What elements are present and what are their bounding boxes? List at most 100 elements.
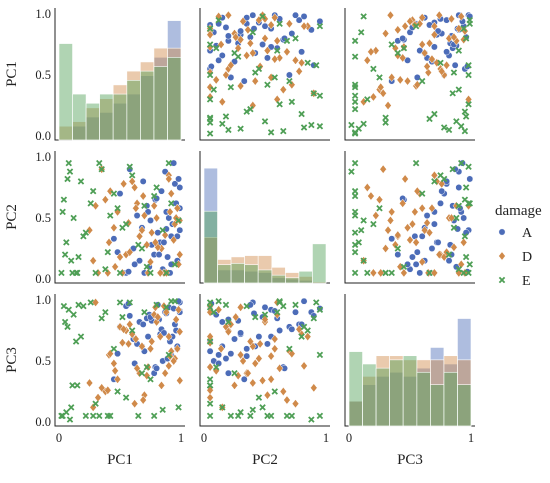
point-E bbox=[440, 175, 448, 183]
y-tick-label: 0.5 bbox=[35, 354, 51, 368]
legend-item-E: E bbox=[498, 274, 531, 289]
panels-group: 0.0 0.5 1.0 PC1 0.0 0.5 1.0 PC2 0.0 0.5 1.0 PC3 0 1 PC… bbox=[4, 7, 475, 468]
point-D bbox=[140, 210, 149, 221]
point-E bbox=[69, 269, 76, 277]
point-E bbox=[462, 113, 470, 120]
point-E bbox=[206, 376, 214, 383]
point-A bbox=[237, 27, 245, 35]
point-A bbox=[394, 251, 402, 259]
point-E bbox=[219, 120, 226, 128]
point-E bbox=[288, 98, 296, 106]
point-E bbox=[465, 163, 472, 170]
point-A bbox=[218, 318, 226, 326]
point-E bbox=[351, 187, 359, 195]
point-E bbox=[445, 251, 453, 258]
point-E bbox=[60, 196, 68, 203]
point-E bbox=[465, 62, 472, 69]
axis-spine bbox=[344, 151, 475, 284]
point-E bbox=[206, 400, 214, 407]
axis-spine bbox=[344, 8, 475, 141]
point-A bbox=[222, 355, 230, 363]
point-E bbox=[437, 59, 444, 67]
point-E bbox=[300, 323, 308, 331]
point-D bbox=[85, 225, 94, 235]
point-D bbox=[224, 327, 233, 337]
point-D bbox=[416, 19, 424, 29]
point-D bbox=[206, 92, 214, 102]
y-tick-label: 1.0 bbox=[35, 7, 51, 21]
point-E bbox=[370, 65, 377, 73]
point-D bbox=[256, 339, 264, 349]
point-E bbox=[206, 71, 214, 79]
point-E bbox=[114, 205, 121, 212]
point-D bbox=[369, 268, 378, 278]
point-A bbox=[147, 216, 154, 224]
point-D bbox=[379, 88, 387, 98]
point-D bbox=[239, 356, 247, 366]
point-E bbox=[212, 44, 220, 52]
point-D bbox=[398, 198, 407, 208]
x-axis-label: PC1 bbox=[107, 452, 133, 468]
point-D bbox=[133, 363, 141, 373]
point-E bbox=[412, 159, 420, 167]
point-E bbox=[74, 382, 81, 389]
hist-bar-PC2-E bbox=[230, 263, 245, 284]
point-E bbox=[273, 47, 281, 54]
point-D bbox=[271, 13, 279, 23]
point-E bbox=[364, 269, 371, 277]
point-D bbox=[412, 237, 420, 248]
point-D bbox=[249, 48, 257, 58]
point-A bbox=[460, 214, 468, 222]
point-D bbox=[428, 54, 436, 64]
point-E bbox=[351, 229, 359, 236]
point-A bbox=[423, 212, 431, 220]
point-A bbox=[434, 238, 442, 246]
point-D bbox=[126, 247, 134, 257]
point-D bbox=[438, 179, 446, 189]
point-E bbox=[310, 90, 318, 97]
point-D bbox=[106, 186, 114, 196]
point-D bbox=[98, 383, 106, 393]
point-D bbox=[162, 307, 171, 317]
point-D bbox=[258, 375, 267, 386]
point-D bbox=[148, 336, 156, 347]
point-D bbox=[150, 201, 158, 211]
point-E bbox=[394, 49, 402, 57]
point-E bbox=[237, 125, 244, 132]
point-A bbox=[164, 253, 172, 261]
point-E bbox=[465, 71, 472, 79]
point-D bbox=[428, 203, 436, 213]
point-E bbox=[89, 187, 97, 195]
hist-bar-PC2-E bbox=[312, 243, 327, 284]
point-D bbox=[271, 344, 279, 354]
point-E bbox=[267, 129, 275, 136]
point-E bbox=[316, 123, 324, 130]
point-D bbox=[398, 53, 407, 63]
point-E bbox=[110, 345, 118, 353]
point-A bbox=[227, 350, 235, 358]
axis-spine bbox=[199, 8, 330, 141]
point-E bbox=[316, 92, 324, 99]
point-E bbox=[412, 22, 420, 30]
point-D bbox=[111, 366, 119, 376]
point-D bbox=[94, 392, 102, 403]
point-E bbox=[394, 245, 402, 252]
hist-bar-PC1-E bbox=[85, 102, 100, 141]
point-D bbox=[116, 252, 124, 262]
point-D bbox=[423, 61, 431, 72]
point-E bbox=[466, 20, 474, 27]
point-E bbox=[426, 115, 433, 123]
point-A bbox=[224, 369, 232, 377]
point-E bbox=[206, 338, 214, 345]
point-A bbox=[292, 11, 299, 19]
point-E bbox=[77, 333, 85, 340]
point-D bbox=[139, 191, 147, 201]
hist-bar-PC1-E bbox=[58, 43, 73, 141]
point-E bbox=[351, 129, 359, 136]
point-E bbox=[119, 313, 126, 321]
y-tick-label: 0.0 bbox=[35, 129, 51, 143]
point-D bbox=[396, 262, 404, 272]
point-E bbox=[67, 257, 75, 264]
point-A bbox=[455, 184, 463, 191]
point-D bbox=[367, 191, 375, 201]
